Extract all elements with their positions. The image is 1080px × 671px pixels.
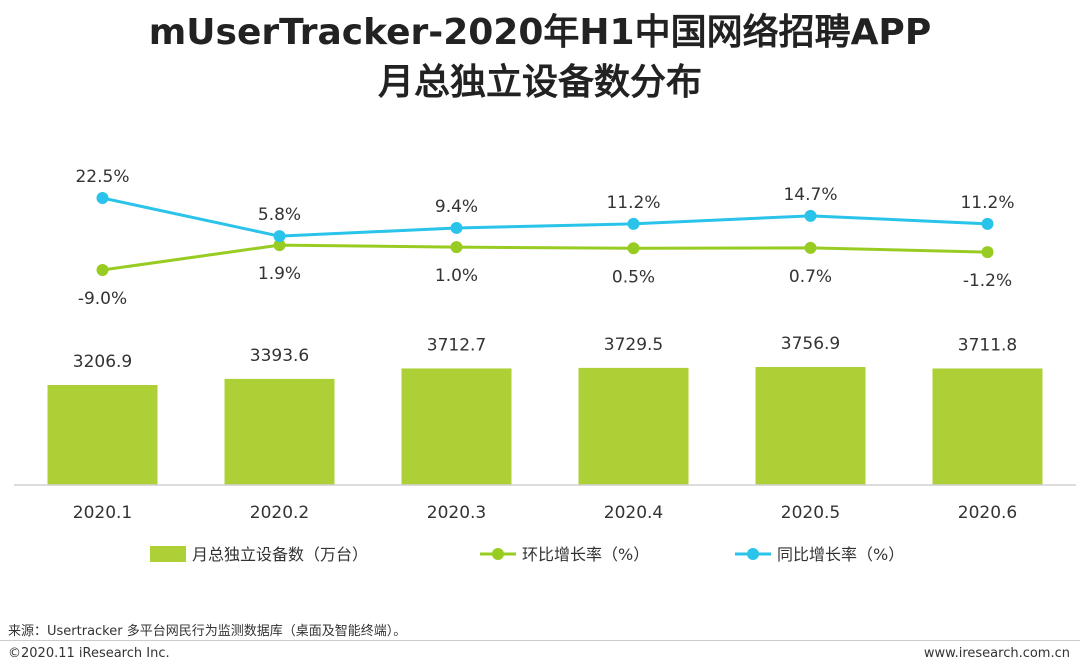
legend-mom-marker <box>492 548 504 560</box>
x-tick-label: 2020.4 <box>604 503 663 523</box>
yoy-point <box>981 217 994 230</box>
bar-value-label: 3712.7 <box>427 335 486 355</box>
yoy-value-label: 9.4% <box>435 197 478 217</box>
mom-point <box>627 242 640 255</box>
website-link[interactable]: www.iresearch.com.cn <box>923 646 1070 661</box>
source-note: 来源：Usertracker 多平台网民行为监测数据库（桌面及智能终端）。 <box>8 624 407 639</box>
yoy-value-label: 11.2% <box>606 193 660 213</box>
mom-point <box>804 241 817 254</box>
footer-divider <box>0 640 1080 641</box>
bar-value-label: 3756.9 <box>781 334 840 354</box>
yoy-point <box>804 209 817 222</box>
title-line-1: mUserTracker-2020年H1中国网络招聘APP <box>148 12 932 53</box>
bar-value-label: 3206.9 <box>73 352 132 372</box>
mom-line <box>102 243 988 272</box>
x-tick-label: 2020.5 <box>781 503 840 523</box>
x-tick-label: 2020.2 <box>250 503 309 523</box>
mom-point <box>981 246 994 259</box>
yoy-point <box>450 221 463 234</box>
bar-2020.6 <box>932 368 1043 485</box>
mom-value-label: 1.0% <box>435 266 478 286</box>
legend-mom-label: 环比增长率（%） <box>522 545 649 564</box>
bar-2020.1 <box>47 385 158 485</box>
mom-point <box>96 264 109 276</box>
yoy-value-label: 14.7% <box>783 185 837 205</box>
bar-2020.4 <box>578 367 689 485</box>
mom-value-label: 1.9% <box>258 264 301 284</box>
yoy-value-label: 22.5% <box>75 167 129 187</box>
bar-value-label: 3729.5 <box>604 335 663 355</box>
x-tick-label: 2020.3 <box>427 503 486 523</box>
chart-svg: 3206.9 3393.6 3712.7 3729.5 3756.9 3711.8 2020… <box>14 167 1076 564</box>
legend-yoy-label: 同比增长率（%） <box>777 545 904 564</box>
yoy-value-label: 11.2% <box>960 193 1014 213</box>
x-tick-label: 2020.1 <box>73 503 132 523</box>
title-line-2: 月总独立设备数分布 <box>377 62 702 103</box>
chart-title: mUserTracker-2020年H1中国网络招聘APP 月总独立设备数分布 <box>0 8 1080 108</box>
x-tick-label: 2020.6 <box>958 503 1017 523</box>
yoy-point <box>96 192 109 204</box>
bar-value-label: 3711.8 <box>958 335 1017 355</box>
yoy-point <box>627 217 640 230</box>
mom-value-label: -1.2% <box>963 271 1012 291</box>
mom-value-label: 0.5% <box>612 267 655 287</box>
bar-2020.3 <box>401 368 512 485</box>
legend-yoy-marker <box>747 548 759 560</box>
mom-point <box>450 241 463 254</box>
legend-bar-swatch <box>150 546 186 562</box>
yoy-point <box>273 230 286 243</box>
bar-2020.5 <box>755 367 866 485</box>
copyright: ©2020.11 iResearch Inc. <box>8 646 170 661</box>
yoy-line <box>102 196 988 238</box>
yoy-value-label: 5.8% <box>258 205 301 225</box>
mom-point <box>273 239 286 252</box>
mom-value-label: 0.7% <box>789 267 832 287</box>
mom-value-label: -9.0% <box>78 289 127 309</box>
legend-bar-label: 月总独立设备数（万台） <box>192 545 368 564</box>
bar-value-label: 3393.6 <box>250 346 309 366</box>
bar-2020.2 <box>224 378 335 485</box>
